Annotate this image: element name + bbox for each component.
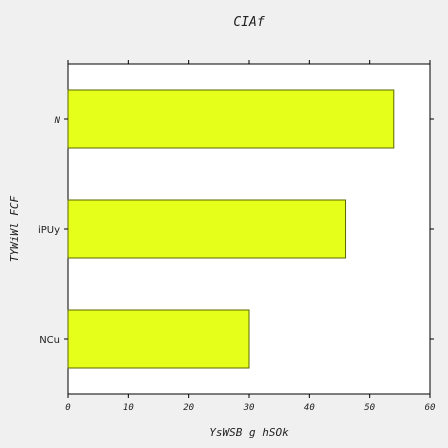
bar-n — [67, 89, 395, 149]
x-tick-label: 10 — [123, 403, 134, 413]
y-axis-ticks: NCu iPUy N — [38, 116, 434, 346]
y-tick-label: iPUy — [38, 225, 60, 236]
x-tick-label: 20 — [183, 403, 194, 413]
x-tick-label: 50 — [364, 403, 375, 413]
y-axis-label: TYWiWl FCF — [8, 196, 21, 263]
bar-ipuy — [67, 199, 347, 259]
x-tick-label: 0 — [65, 403, 70, 413]
bars-group — [67, 89, 395, 369]
x-tick-label: 40 — [304, 403, 315, 413]
x-axis-ticks: 0 10 20 30 40 50 60 — [65, 60, 435, 413]
x-tick-label: 30 — [243, 403, 255, 413]
y-tick-label: NCu — [39, 335, 60, 346]
bar-ncu — [67, 309, 250, 369]
y-tick-label: N — [54, 116, 61, 126]
x-tick-label: 60 — [425, 403, 436, 413]
chart-title: CIAf — [233, 15, 264, 30]
x-axis-label: YsWSB g hSOk — [209, 426, 289, 439]
